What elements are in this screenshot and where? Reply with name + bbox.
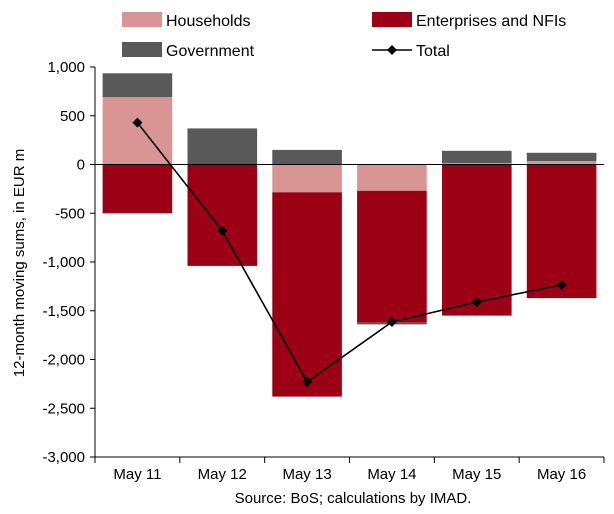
x-tick-label: May 11: [113, 466, 161, 483]
bar-s2-c2: [272, 149, 342, 165]
bar-s1-c1: [187, 164, 258, 266]
bar-s0-c2: [272, 164, 342, 193]
total-line-group: [132, 117, 567, 387]
legend-swatch: [122, 12, 162, 27]
source-note: Source: BoS; calculations by IMAD.: [235, 490, 472, 507]
x-tick-label: May 13: [282, 466, 331, 483]
y-tick-label: -2,500: [42, 400, 85, 417]
legend-label: Households: [166, 13, 251, 30]
bar-s1-c3: [357, 190, 427, 323]
bars: [102, 73, 597, 397]
bar-s1-c4: [442, 164, 512, 316]
y-tick-label: -3,000: [42, 449, 85, 466]
total-point: [386, 316, 397, 327]
total-line: [136, 122, 562, 384]
legend-marker: [387, 45, 397, 55]
legend-label: Total: [416, 43, 450, 60]
total-point: [471, 296, 482, 307]
bar-s0-c4: [442, 163, 512, 165]
y-tick-label: 1,000: [47, 59, 85, 76]
bar-s1-c5: [526, 164, 597, 299]
y-tick-label: 0: [77, 157, 85, 174]
bar-s2-c1: [187, 128, 258, 165]
bar-s2-c5: [526, 152, 597, 162]
total-point: [556, 279, 567, 290]
y-tick-label: -1,500: [42, 303, 85, 320]
total-point: [132, 117, 143, 128]
bar-s2-c0: [102, 73, 173, 98]
x-tick-label: May 14: [367, 466, 416, 483]
bar-s1-c2: [272, 192, 342, 397]
legend-swatch: [372, 12, 412, 27]
bar-s0-c3: [357, 164, 427, 191]
y-axis-title: 12-month moving sums, in EUR m: [11, 149, 28, 377]
x-tick-label: May 16: [537, 466, 586, 483]
total-point: [217, 225, 228, 236]
bar-s2-c4: [442, 150, 512, 163]
legend-label: Enterprises and NFIs: [416, 13, 566, 30]
bar-s1-c0: [102, 164, 173, 214]
legend-label: Government: [166, 43, 255, 60]
y-tick-label: -2,000: [42, 352, 85, 369]
y-tick-label: -500: [55, 205, 85, 222]
axes: 1,000 500 0 -500 -1,000 -1,500 -2,000 -2,500 -3,…: [42, 59, 605, 483]
bar-s0-c5: [526, 161, 597, 165]
y-tick-label: 500: [60, 108, 85, 125]
x-tick-label: May 15: [452, 466, 501, 483]
legend: Households Enterprises and NFIs Government…: [122, 12, 566, 60]
x-tick-label: May 12: [198, 466, 247, 483]
legend-swatch: [122, 42, 162, 57]
total-point: [302, 376, 313, 387]
y-tick-label: -1,000: [42, 254, 85, 271]
